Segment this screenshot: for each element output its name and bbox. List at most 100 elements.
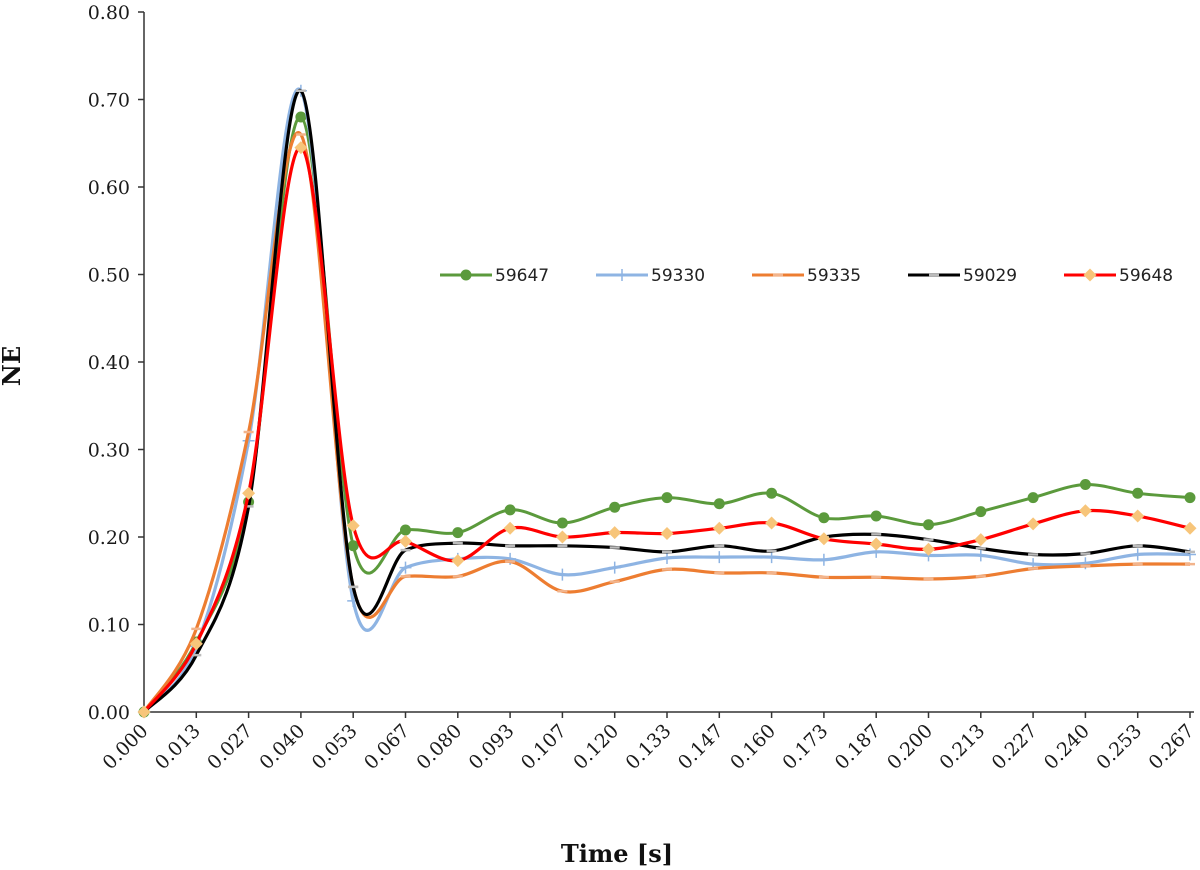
data-point-59330-5: [399, 561, 412, 574]
x-tick-label: 0.080: [412, 720, 466, 774]
x-tick-label: 0.093: [465, 720, 519, 774]
data-point-59648-13: [817, 532, 831, 546]
x-tick-label: 0.067: [360, 720, 414, 774]
data-point-59648-2: [242, 486, 256, 500]
y-tick-label: 0.80: [88, 2, 130, 24]
x-axis-title: Time [s]: [561, 839, 673, 868]
series-line-59029: [142, 89, 1191, 714]
x-tick-label: 0.213: [935, 720, 989, 774]
data-point-59647-16: [975, 506, 987, 518]
y-tick-label: 0.20: [88, 527, 130, 549]
data-point-59647-4: [347, 540, 359, 552]
data-point-59648-0: [137, 705, 151, 719]
x-tick-label: 0.027: [203, 720, 257, 774]
legend-item-59029: 59029: [908, 266, 1017, 286]
data-point-59647-6: [452, 527, 464, 539]
data-point-59648-20: [1183, 521, 1197, 535]
legend-label: 59029: [963, 266, 1017, 286]
x-tick-label: 0.053: [308, 720, 362, 774]
y-tick-label: 0.40: [88, 352, 130, 374]
y-axis-title: NE: [0, 346, 26, 386]
x-tick-label: 0.040: [255, 720, 309, 774]
data-point-59647-7: [504, 504, 516, 516]
y-tick-label: 0.30: [88, 440, 130, 462]
legend-label: 59330: [651, 266, 705, 286]
data-point-59647-5: [400, 524, 411, 536]
x-tick-label: 0.240: [1040, 720, 1094, 774]
data-point-59648-11: [712, 521, 726, 535]
legend-marker-59648: [1083, 268, 1097, 282]
series-59029: [139, 89, 1195, 714]
legend-item-59335: 59335: [752, 266, 861, 286]
x-tick-label: 0.267: [1145, 720, 1199, 774]
series-59648: [137, 141, 1197, 719]
data-point-59647-11: [713, 498, 725, 510]
data-point-59647-15: [923, 519, 934, 531]
data-point-59647-17: [1027, 492, 1039, 504]
data-point-59648-18: [1078, 504, 1092, 518]
legend: 59647 59330 59335 59029 59648: [440, 266, 1173, 286]
data-point-59648-19: [1131, 509, 1145, 523]
data-point-59647-8: [556, 517, 568, 529]
series-59335: [139, 130, 1195, 714]
data-point-59648-8: [555, 530, 569, 544]
x-tick-label: 0.013: [151, 720, 205, 774]
x-tick-label: 0.173: [778, 720, 832, 774]
data-point-59648-15: [922, 542, 935, 556]
y-tick-label: 0.00: [88, 702, 130, 724]
x-tick-label: 0.147: [674, 720, 728, 774]
data-point-59648-17: [1026, 517, 1040, 531]
series-line-59335: [142, 130, 1191, 713]
series-59647: [138, 111, 1196, 718]
data-point-59330-8: [556, 568, 569, 581]
legend-item-59330: 59330: [596, 266, 705, 286]
data-point-59647-9: [609, 501, 621, 513]
data-point-59648-9: [608, 526, 622, 540]
x-tick-label: 0.227: [988, 720, 1042, 774]
series-59330: [138, 84, 1196, 718]
legend-marker-59647: [460, 269, 472, 281]
data-point-59647-10: [661, 492, 673, 504]
legend-label: 59647: [495, 266, 549, 286]
x-tick-label: 0.133: [622, 720, 676, 774]
x-tick-label: 0.187: [831, 720, 885, 774]
x-tick-label: 0.253: [1092, 720, 1146, 774]
y-tick-label: 0.10: [88, 615, 130, 637]
series-layer: [137, 84, 1197, 719]
data-point-59648-4: [346, 519, 360, 533]
x-tick-label: 0.120: [569, 720, 623, 774]
x-axis: 0.0000.0130.0270.0400.0530.0670.0800.093…: [99, 711, 1199, 774]
data-point-59648-10: [660, 527, 674, 540]
data-point-59330-13: [817, 553, 830, 566]
legend-label: 59335: [807, 266, 861, 286]
data-point-59330-10: [661, 552, 673, 564]
data-point-59647-19: [1132, 487, 1144, 499]
data-point-59647-20: [1184, 492, 1196, 504]
legend-item-59648: 59648: [1064, 266, 1173, 286]
y-tick-label: 0.50: [88, 265, 130, 287]
data-point-59648-6: [451, 554, 465, 568]
data-point-59648-3: [294, 141, 308, 155]
y-tick-label: 0.60: [88, 177, 130, 199]
data-point-59647-13: [818, 512, 830, 524]
data-point-59330-11: [713, 551, 726, 564]
data-point-59647-14: [870, 510, 882, 522]
x-tick-label: 0.000: [99, 720, 153, 774]
data-point-59647-3: [295, 111, 307, 123]
x-tick-label: 0.200: [883, 720, 937, 774]
data-point-59648-16: [974, 533, 988, 547]
legend-marker-59330: [616, 269, 628, 281]
series-line-59648: [142, 145, 1191, 713]
data-point-59647-12: [766, 487, 778, 499]
series-line-59647: [142, 115, 1191, 713]
y-tick-label: 0.70: [88, 90, 130, 112]
legend-item-59647: 59647: [440, 266, 549, 286]
y-axis: 0.00 0.10 0.20 0.30 0.40 0.50 0.60 0.70 0.80: [88, 2, 145, 724]
legend-label: 59648: [1119, 266, 1173, 286]
data-point-59330-12: [765, 551, 778, 564]
data-point-59648-5: [399, 534, 412, 548]
series-line-59330: [142, 87, 1191, 714]
data-point-59330-19: [1131, 548, 1144, 561]
x-tick-label: 0.160: [726, 720, 780, 774]
